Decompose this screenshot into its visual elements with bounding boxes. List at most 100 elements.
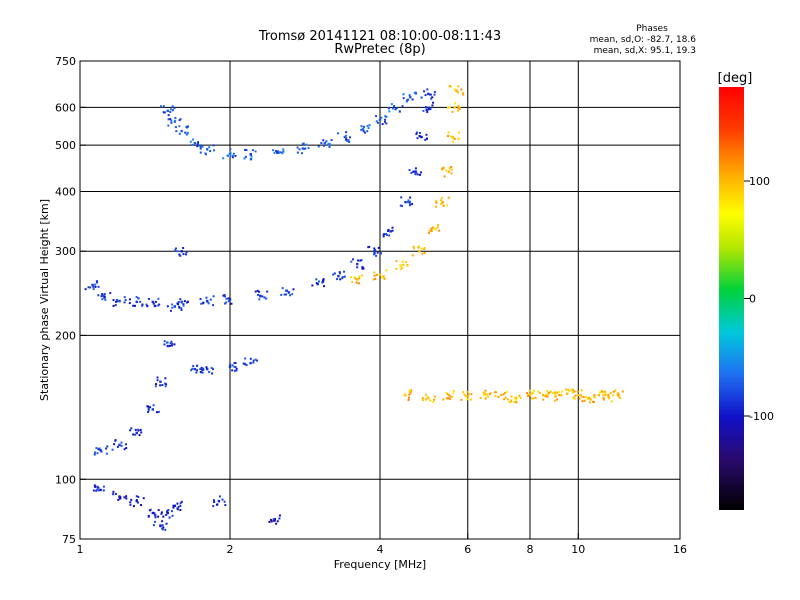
echo-mark bbox=[172, 506, 175, 509]
echo-mark bbox=[558, 394, 561, 397]
echo-mark bbox=[425, 133, 428, 136]
echo-mark bbox=[181, 250, 184, 253]
echo-mark bbox=[301, 142, 304, 145]
echo-mark bbox=[583, 399, 586, 402]
echo-mark bbox=[504, 396, 507, 399]
echo-mark bbox=[561, 390, 564, 393]
echo-mark bbox=[457, 85, 460, 88]
echo-mark bbox=[221, 498, 224, 501]
echo-mark bbox=[95, 447, 98, 450]
echo-mark bbox=[329, 143, 332, 146]
echo-mark bbox=[453, 137, 456, 140]
echo-mark bbox=[483, 393, 486, 396]
echo-mark bbox=[92, 285, 95, 288]
echo-mark bbox=[527, 394, 530, 397]
echo-mark bbox=[169, 110, 172, 113]
echo-mark bbox=[152, 404, 155, 407]
echo-mark bbox=[346, 139, 349, 142]
echo-mark bbox=[173, 106, 176, 109]
echo-mark bbox=[448, 85, 451, 88]
echo-mark bbox=[428, 399, 431, 402]
echo-mark bbox=[554, 391, 557, 394]
echo-mark bbox=[303, 147, 306, 150]
echo-mark bbox=[538, 391, 541, 394]
echo-mark bbox=[96, 485, 99, 488]
echo-mark bbox=[422, 109, 425, 112]
echo-mark bbox=[395, 267, 398, 270]
data-point bbox=[373, 250, 376, 253]
echo-mark bbox=[424, 393, 427, 396]
echo-mark bbox=[112, 299, 115, 302]
echo-mark bbox=[532, 389, 535, 392]
echo-mark bbox=[399, 264, 402, 267]
echo-mark bbox=[573, 390, 576, 393]
echo-mark bbox=[296, 146, 299, 149]
data-point bbox=[316, 282, 319, 286]
echo-mark bbox=[199, 147, 202, 150]
echo-mark bbox=[118, 300, 121, 303]
echo-mark bbox=[419, 135, 422, 138]
echo-mark bbox=[362, 267, 365, 270]
data-point bbox=[587, 396, 591, 400]
echo-mark bbox=[120, 444, 123, 447]
echo-mark bbox=[531, 392, 534, 395]
colorbar-label: [deg] bbox=[718, 71, 753, 86]
data-point bbox=[99, 449, 102, 452]
echo-mark bbox=[270, 520, 273, 523]
echo-mark bbox=[411, 203, 414, 206]
echo-mark bbox=[191, 143, 194, 146]
echo-mark bbox=[135, 295, 138, 298]
echo-mark bbox=[377, 246, 380, 249]
echo-mark bbox=[167, 509, 170, 512]
echo-mark bbox=[147, 409, 150, 412]
echo-mark bbox=[212, 499, 215, 502]
echo-mark bbox=[567, 388, 570, 391]
echo-mark bbox=[105, 452, 108, 455]
echo-mark bbox=[212, 149, 215, 152]
echo-mark bbox=[417, 245, 420, 248]
echo-mark bbox=[375, 120, 378, 123]
echo-mark bbox=[466, 398, 469, 401]
echo-mark bbox=[277, 150, 280, 153]
echo-mark bbox=[157, 297, 160, 300]
echo-mark bbox=[250, 155, 253, 158]
echo-mark bbox=[374, 249, 377, 252]
echo-mark bbox=[384, 232, 387, 235]
y-axis-label: Stationary phase Virtual Height [km] bbox=[38, 199, 51, 401]
x-axis-label: Frequency [MHz] bbox=[334, 558, 426, 571]
echo-mark bbox=[171, 303, 174, 306]
echo-mark bbox=[384, 118, 387, 121]
echo-mark bbox=[546, 395, 549, 398]
echo-mark bbox=[201, 145, 204, 148]
echo-mark bbox=[249, 357, 252, 360]
echo-mark bbox=[242, 362, 245, 365]
echo-mark bbox=[526, 392, 529, 395]
echo-mark bbox=[351, 280, 354, 283]
echo-mark bbox=[95, 280, 98, 283]
echo-mark bbox=[125, 495, 128, 498]
echo-mark bbox=[101, 298, 104, 301]
echo-mark bbox=[180, 301, 183, 304]
echo-mark bbox=[179, 502, 182, 505]
echo-mark bbox=[388, 234, 391, 237]
echo-mark bbox=[593, 394, 596, 397]
echo-mark bbox=[321, 281, 324, 284]
echo-mark bbox=[208, 371, 211, 374]
echo-mark bbox=[156, 379, 159, 382]
echo-mark bbox=[120, 441, 123, 444]
echo-mark bbox=[366, 130, 369, 133]
echo-mark bbox=[186, 300, 189, 303]
echo-mark bbox=[574, 394, 577, 397]
echo-mark bbox=[114, 300, 117, 303]
echo-mark bbox=[494, 391, 497, 394]
echo-mark bbox=[231, 155, 234, 158]
echo-mark bbox=[357, 282, 360, 285]
echo-mark bbox=[160, 512, 163, 515]
echo-mark bbox=[177, 505, 180, 508]
echo-mark bbox=[200, 366, 203, 369]
y-tick-label: 500 bbox=[55, 139, 76, 152]
echo-mark bbox=[406, 201, 409, 204]
echo-mark bbox=[384, 120, 387, 123]
echo-mark bbox=[545, 393, 548, 396]
echo-mark bbox=[140, 504, 143, 507]
